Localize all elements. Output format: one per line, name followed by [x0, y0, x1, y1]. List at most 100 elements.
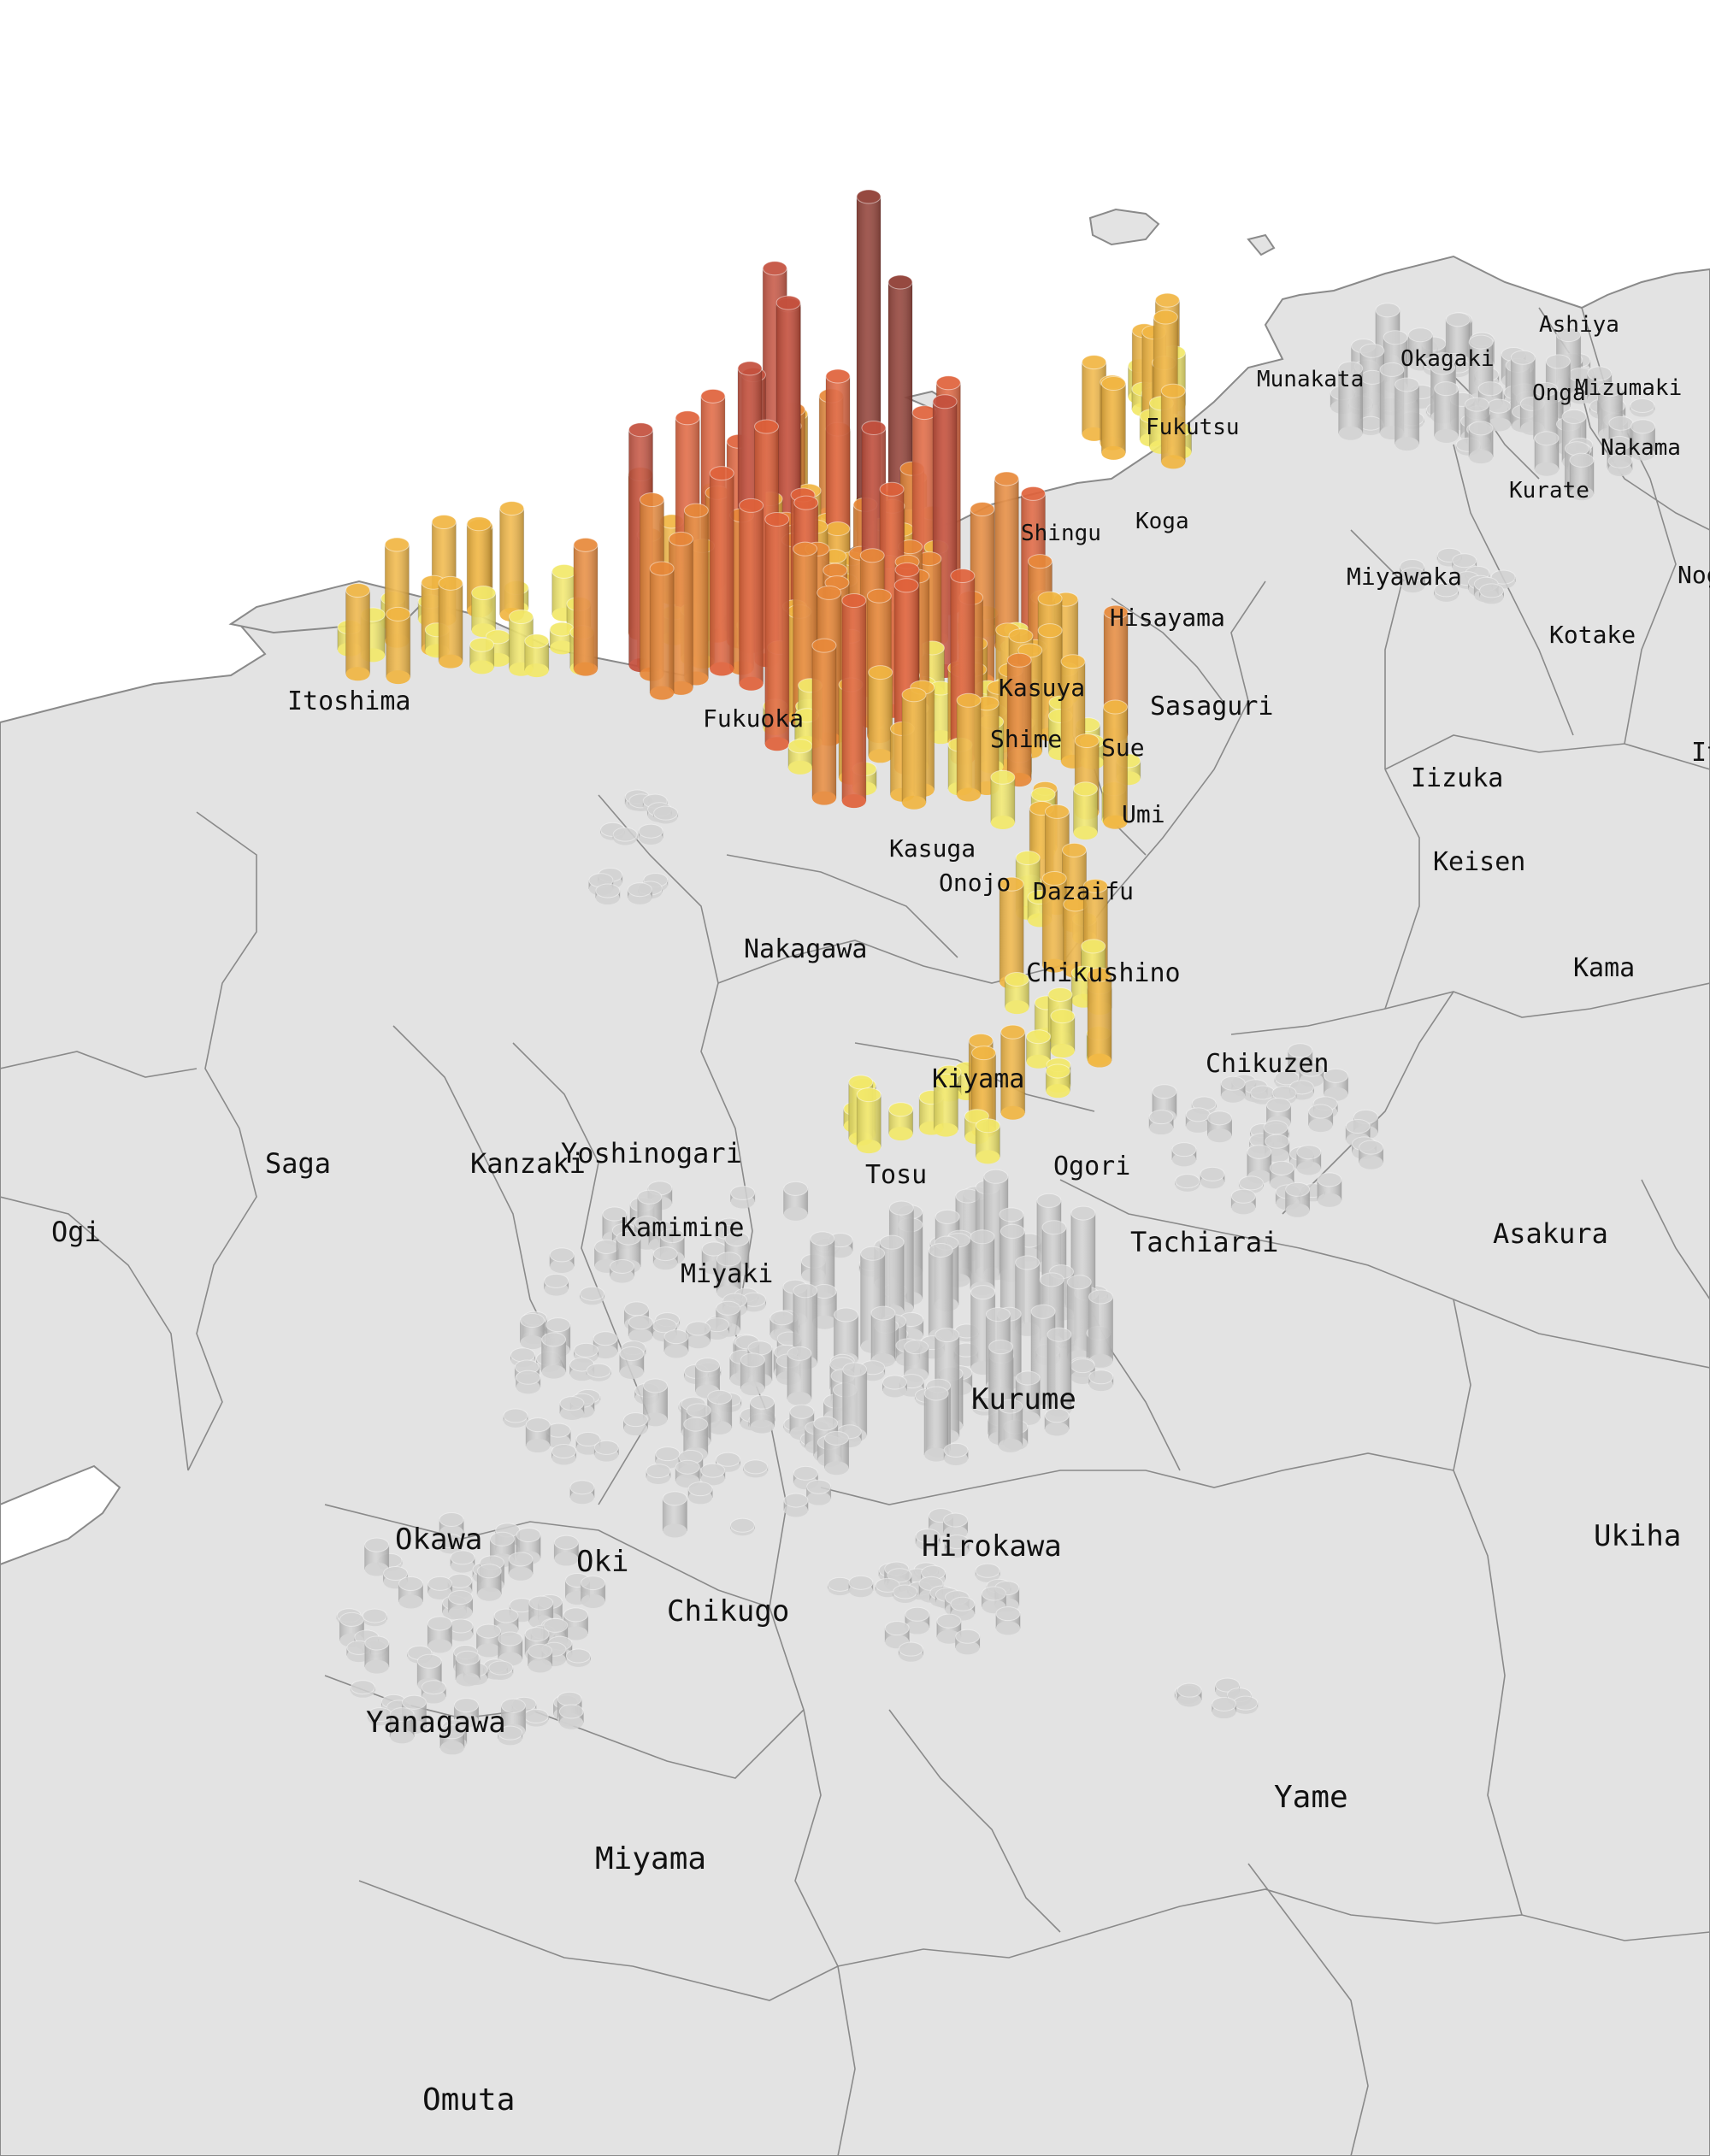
place-label: Ashiya — [1539, 312, 1619, 338]
column — [868, 665, 893, 763]
column — [581, 1576, 606, 1608]
place-label: Kanzaki — [470, 1147, 586, 1180]
column — [975, 1563, 1000, 1582]
column — [975, 1118, 1000, 1164]
column — [783, 1493, 809, 1517]
column — [362, 1608, 387, 1627]
column — [928, 1242, 953, 1343]
border-line — [820, 1452, 1454, 1505]
column — [421, 1680, 446, 1704]
place-label: Onga — [1532, 380, 1586, 406]
column — [471, 585, 497, 638]
column — [1041, 871, 1067, 973]
border-line — [888, 1709, 1061, 1933]
column — [915, 1529, 940, 1551]
column — [428, 1576, 453, 1600]
column — [610, 1258, 635, 1283]
column — [368, 1707, 393, 1726]
place-label: Asakura — [1493, 1217, 1608, 1250]
column — [586, 1363, 611, 1381]
column — [1044, 1408, 1070, 1436]
column — [386, 606, 411, 685]
place-label: Mizumaki — [1575, 375, 1682, 401]
column — [638, 823, 663, 845]
place-label: It — [1691, 738, 1710, 768]
column — [1285, 1181, 1311, 1217]
column — [898, 1641, 923, 1662]
column — [695, 1358, 721, 1399]
column — [923, 1386, 949, 1462]
place-label: Kurate — [1509, 478, 1589, 504]
place-label: Ogori — [1053, 1152, 1130, 1181]
border-line — [1350, 529, 1403, 769]
column — [569, 1480, 595, 1505]
column — [1395, 377, 1420, 451]
place-label: Dazaifu — [1033, 877, 1134, 905]
column — [398, 1576, 423, 1609]
place-label: Kasuga — [889, 834, 976, 863]
border-line — [1059, 1179, 1710, 1369]
place-label: Fukutsu — [1146, 415, 1240, 440]
column — [999, 876, 1024, 989]
place-label: Kurume — [971, 1382, 1076, 1417]
place-label: Shime — [990, 725, 1062, 753]
place-label: Yame — [1274, 1780, 1348, 1815]
column — [563, 1607, 589, 1641]
place-label: Itoshima — [287, 686, 411, 716]
column — [981, 1586, 1006, 1614]
column — [1533, 381, 1559, 446]
column — [833, 1307, 858, 1367]
column — [824, 1430, 850, 1476]
column — [438, 575, 463, 669]
column — [686, 1321, 711, 1349]
column — [565, 1648, 591, 1667]
column — [649, 561, 675, 700]
place-label: Yoshinogari — [561, 1137, 742, 1169]
column — [662, 1491, 687, 1538]
column — [469, 637, 495, 674]
place-label: Umi — [1122, 800, 1165, 828]
column — [627, 882, 652, 904]
column — [528, 1643, 553, 1673]
border-line — [392, 1025, 565, 1369]
column — [740, 1352, 765, 1396]
border-line — [1453, 1299, 1523, 1916]
column — [439, 1724, 465, 1755]
column — [995, 1606, 1021, 1635]
column — [1434, 381, 1459, 443]
column — [1207, 1110, 1233, 1143]
column — [990, 769, 1016, 830]
column — [1070, 1358, 1095, 1385]
column — [545, 1423, 571, 1448]
column — [705, 1317, 730, 1340]
column — [646, 1464, 671, 1485]
column — [503, 1408, 528, 1428]
column — [943, 1442, 969, 1466]
column — [612, 827, 638, 845]
column — [707, 1389, 733, 1434]
column — [1630, 419, 1655, 461]
column — [743, 1459, 769, 1478]
column — [1607, 453, 1633, 477]
column — [1088, 1370, 1114, 1392]
border-line — [1247, 1863, 1369, 2156]
place-label: Sue — [1101, 733, 1145, 762]
column — [1212, 1696, 1237, 1719]
column — [1323, 1068, 1348, 1101]
place-label: Chikushino — [1026, 958, 1181, 988]
column — [551, 563, 577, 621]
column — [936, 1613, 962, 1644]
column — [559, 1396, 585, 1421]
column — [842, 1362, 868, 1442]
place-label: Kotake — [1549, 621, 1636, 649]
column — [448, 1589, 474, 1620]
place-label: Ukiha — [1594, 1519, 1681, 1553]
column — [1359, 1140, 1384, 1169]
column — [520, 1312, 545, 1350]
place-label: Onojo — [939, 869, 1011, 897]
border-line — [358, 1880, 839, 2001]
column — [551, 1444, 577, 1465]
column — [663, 1329, 689, 1358]
